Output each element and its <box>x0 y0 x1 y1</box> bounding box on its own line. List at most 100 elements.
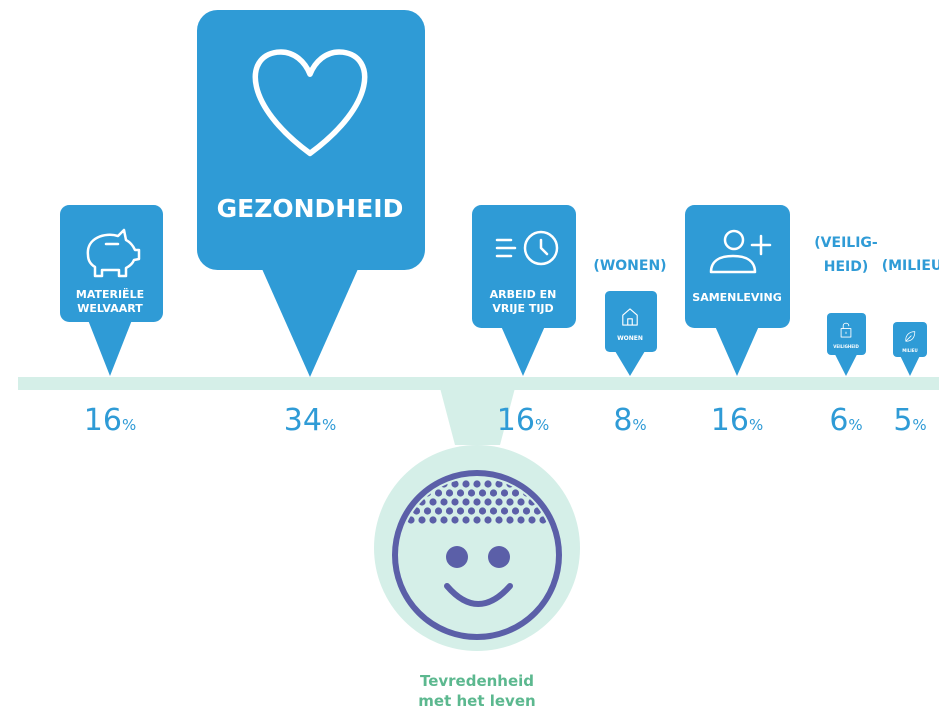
pin: WONEN <box>605 291 657 376</box>
percentage-unit: % <box>848 416 862 434</box>
dot <box>363 498 370 505</box>
page: {"items": [ {"label": ["MATERIËLE", "WEL… <box>0 0 939 710</box>
dot <box>429 516 436 523</box>
percentage: 6% <box>829 403 862 438</box>
dot <box>572 498 579 505</box>
infographic: Tevredenheid met het leven MATERIËLEWELV… <box>0 0 939 710</box>
dot <box>418 516 425 523</box>
pin: SAMENLEVING <box>685 205 790 376</box>
dot <box>380 489 387 496</box>
dot <box>517 516 524 523</box>
dot <box>374 498 381 505</box>
dot <box>440 498 447 505</box>
dot <box>374 480 381 487</box>
dot <box>572 480 579 487</box>
percentage-value: 16 <box>497 403 535 438</box>
percentage: 5% <box>893 403 926 438</box>
dot <box>578 507 585 514</box>
dot <box>424 507 431 514</box>
pin: MATERIËLEWELVAART <box>60 205 163 376</box>
pin-label: GEZONDHEID <box>217 194 404 223</box>
dot <box>440 516 447 523</box>
pin-pointer <box>262 268 359 377</box>
dot <box>462 480 469 487</box>
dot <box>523 507 530 514</box>
dot <box>567 489 574 496</box>
dot <box>473 516 480 523</box>
pin-pointer <box>88 320 132 376</box>
dot <box>484 498 491 505</box>
dot <box>495 498 502 505</box>
percentage-unit: % <box>322 416 336 434</box>
dot <box>484 480 491 487</box>
pin-label: ARBEID EN <box>490 288 557 301</box>
dot <box>429 498 436 505</box>
percentage-unit: % <box>535 416 549 434</box>
dot <box>462 498 469 505</box>
dot <box>446 507 453 514</box>
dot <box>512 489 519 496</box>
dot <box>473 498 480 505</box>
pin-pointer <box>834 353 857 376</box>
dot <box>501 489 508 496</box>
pin-label: MILIEU <box>902 348 918 353</box>
dot <box>583 516 590 523</box>
dot <box>506 516 513 523</box>
pin-box <box>605 291 657 352</box>
pin-label: MATERIËLE <box>76 287 144 301</box>
pin: GEZONDHEID <box>197 10 425 377</box>
dot <box>501 507 508 514</box>
dot <box>506 498 513 505</box>
footer-line: Tevredenheid <box>420 672 534 690</box>
percentage-unit: % <box>122 416 136 434</box>
outer-label: HEID) <box>824 259 869 275</box>
dot <box>457 489 464 496</box>
dot <box>457 507 464 514</box>
percentage: 8% <box>613 403 646 438</box>
dot <box>435 489 442 496</box>
dot <box>484 516 491 523</box>
dot <box>517 498 524 505</box>
pin-pointer <box>715 326 759 376</box>
percentage-unit: % <box>632 416 646 434</box>
pin-label: WELVAART <box>77 302 143 315</box>
percentage-value: 6 <box>829 403 848 438</box>
pin-label: VEILIGHEID <box>833 344 859 349</box>
pin-box <box>197 10 425 270</box>
pin-label: VRIJE TIJD <box>492 302 553 315</box>
dot <box>473 480 480 487</box>
dot <box>578 489 585 496</box>
percentage-unit: % <box>749 416 763 434</box>
dot <box>479 489 486 496</box>
percentage-value: 16 <box>84 403 122 438</box>
dot <box>495 516 502 523</box>
pin-label: SAMENLEVING <box>692 291 781 304</box>
footer-line: met het leven <box>418 692 535 710</box>
dot <box>589 489 596 496</box>
dot <box>468 489 475 496</box>
dot <box>451 516 458 523</box>
dot <box>589 507 596 514</box>
pin-pointer <box>614 350 645 376</box>
pin-box <box>685 205 790 328</box>
outer-label: (WONEN) <box>593 258 666 274</box>
dot <box>369 507 376 514</box>
dot <box>468 507 475 514</box>
dot <box>451 498 458 505</box>
percentage-value: 34 <box>284 403 322 438</box>
percentage-unit: % <box>912 416 926 434</box>
outer-label: (VEILIG- <box>814 235 878 251</box>
dot <box>446 489 453 496</box>
percentage-value: 16 <box>711 403 749 438</box>
dot <box>583 480 590 487</box>
pin-pointer <box>900 355 920 376</box>
dot <box>363 516 370 523</box>
percentage: 34% <box>284 403 336 438</box>
dot <box>369 489 376 496</box>
dot <box>385 480 392 487</box>
outer-label: (MILIEU <box>882 258 939 274</box>
percentage: 16% <box>711 403 763 438</box>
pin: VEILIGHEID <box>827 313 866 376</box>
dot <box>363 480 370 487</box>
